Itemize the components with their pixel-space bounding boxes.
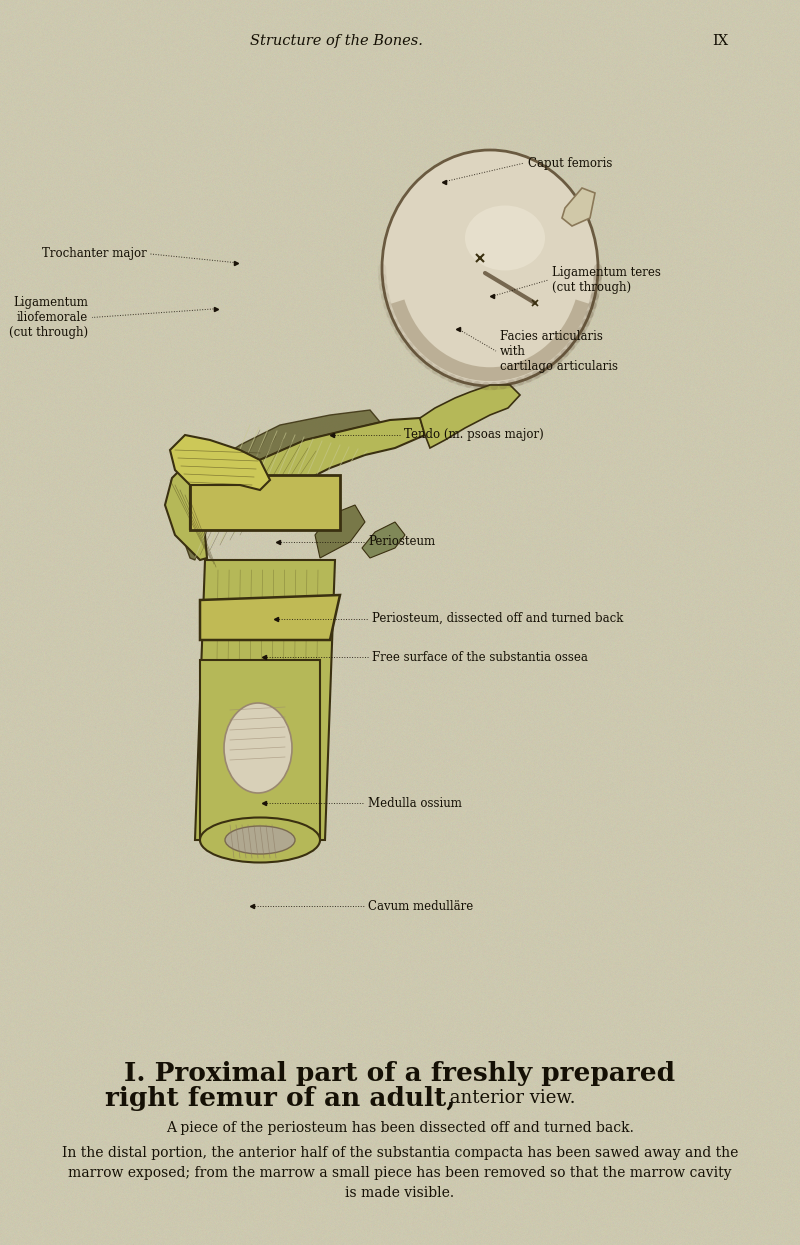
Ellipse shape xyxy=(382,149,598,386)
Text: Caput femoris: Caput femoris xyxy=(528,157,612,169)
Text: anterior view.: anterior view. xyxy=(444,1089,576,1107)
Text: is made visible.: is made visible. xyxy=(346,1185,454,1200)
Text: Ligamentum teres
(cut through): Ligamentum teres (cut through) xyxy=(552,266,661,294)
Text: I. Proximal part of a freshly prepared: I. Proximal part of a freshly prepared xyxy=(125,1061,675,1086)
Ellipse shape xyxy=(225,825,295,854)
Polygon shape xyxy=(170,435,270,530)
Text: Facies articularis
with
cartilago articularis: Facies articularis with cartilago articu… xyxy=(500,330,618,372)
Polygon shape xyxy=(362,522,405,558)
Ellipse shape xyxy=(465,205,545,270)
Ellipse shape xyxy=(224,703,292,793)
Text: Tendo (m. psoas major): Tendo (m. psoas major) xyxy=(404,428,544,441)
Text: marrow exposed; from the marrow a small piece has been removed so that the marro: marrow exposed; from the marrow a small … xyxy=(68,1165,732,1180)
Text: right femur of an adult,: right femur of an adult, xyxy=(105,1086,455,1111)
Polygon shape xyxy=(315,505,365,558)
Polygon shape xyxy=(165,458,218,560)
Text: Structure of the Bones.: Structure of the Bones. xyxy=(250,34,422,49)
Ellipse shape xyxy=(200,823,320,858)
Text: Periosteum, dissected off and turned back: Periosteum, dissected off and turned bac… xyxy=(372,613,623,625)
FancyBboxPatch shape xyxy=(200,660,320,840)
Text: Ligamentum
iliofemorale
(cut through): Ligamentum iliofemorale (cut through) xyxy=(9,296,88,339)
Text: Free surface of the substantia ossea: Free surface of the substantia ossea xyxy=(372,651,588,664)
Text: In the distal portion, the anterior half of the substantia compacta has been saw: In the distal portion, the anterior half… xyxy=(62,1145,738,1160)
Text: A piece of the periosteum has been dissected off and turned back.: A piece of the periosteum has been disse… xyxy=(166,1120,634,1135)
Text: Trochanter major: Trochanter major xyxy=(42,248,146,260)
Ellipse shape xyxy=(200,818,320,863)
Polygon shape xyxy=(180,410,380,560)
Polygon shape xyxy=(420,385,520,448)
Text: Cavum medulläre: Cavum medulläre xyxy=(368,900,474,913)
Polygon shape xyxy=(195,560,335,840)
Text: IX: IX xyxy=(712,34,728,49)
Polygon shape xyxy=(210,418,425,530)
FancyBboxPatch shape xyxy=(190,476,340,530)
Polygon shape xyxy=(562,188,595,227)
Text: Periosteum: Periosteum xyxy=(368,535,435,548)
Polygon shape xyxy=(200,595,340,640)
Text: Medulla ossium: Medulla ossium xyxy=(368,797,462,809)
